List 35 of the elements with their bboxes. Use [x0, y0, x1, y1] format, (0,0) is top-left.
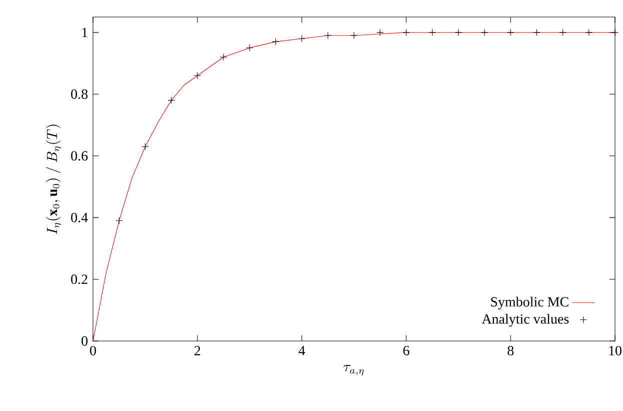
point — [194, 72, 202, 80]
y-tick-label: 0.8 — [71, 89, 88, 99]
point — [402, 28, 410, 36]
x-tick-label: 2 — [194, 346, 200, 356]
y-tick-label: 0.6 — [71, 151, 88, 161]
legend-label: Analytic values — [482, 314, 569, 327]
y-tick-label: 0.2 — [71, 274, 88, 284]
x-tick-label: 0 — [90, 346, 96, 356]
point — [272, 38, 280, 46]
legend-label: Symbolic MC — [491, 296, 568, 310]
point — [454, 28, 462, 36]
y-tick-label: 1 — [82, 28, 88, 38]
point — [376, 28, 384, 36]
x-tick-label: 6 — [403, 346, 410, 356]
y-tick-label: 0.4 — [71, 212, 88, 222]
point — [480, 28, 488, 36]
point — [298, 34, 306, 42]
x-axis-title: $\tau_{a,\eta}$ — [343, 364, 364, 376]
point — [428, 28, 436, 36]
point — [246, 44, 254, 52]
point — [350, 32, 358, 40]
point — [168, 96, 175, 104]
point — [142, 142, 149, 150]
y-tick-label: 0 — [82, 336, 88, 346]
x-tick-label: 10 — [609, 346, 622, 356]
x-tick-label: 8 — [508, 346, 514, 356]
point — [324, 32, 332, 40]
x-tick-label: 4 — [298, 346, 306, 356]
point — [220, 54, 228, 61]
y-axis-title: $I_\eta(\mathbf{x}_0, \mathbf{u}_0)\ /\ B_\eta(T)$ — [46, 124, 62, 234]
point — [585, 28, 593, 36]
point — [116, 217, 123, 224]
point — [507, 28, 514, 36]
point — [533, 28, 540, 36]
point — [559, 28, 566, 36]
